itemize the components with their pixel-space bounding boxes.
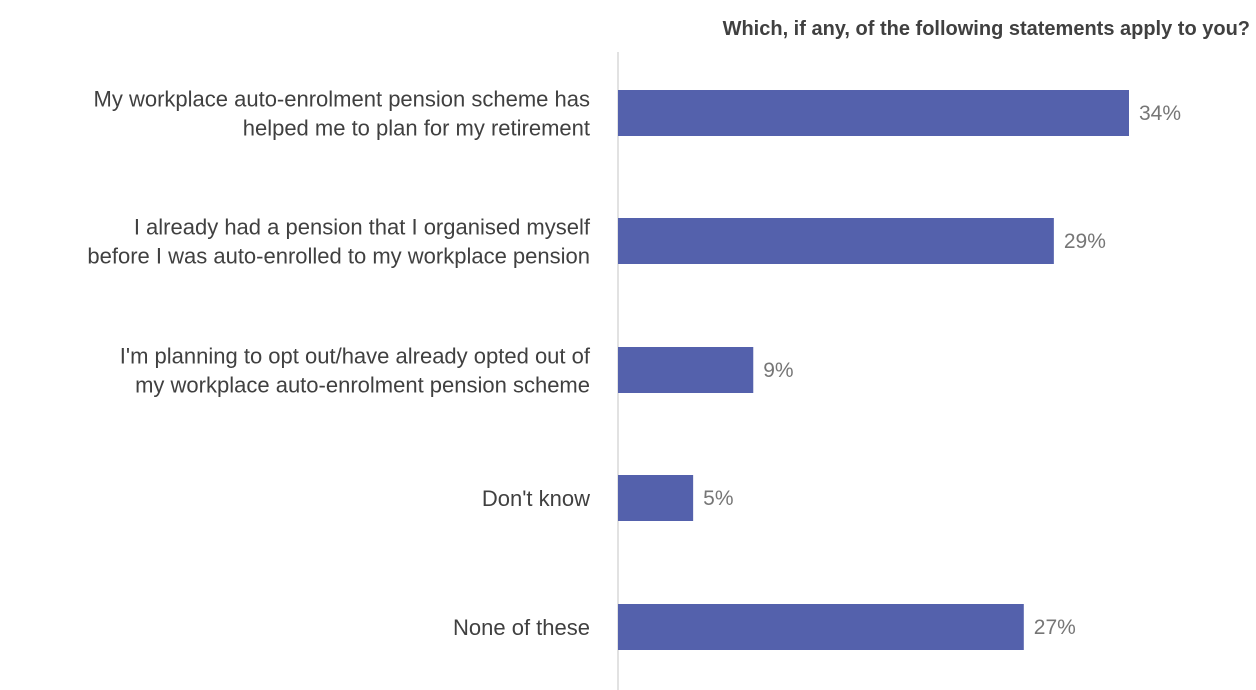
data-label-5: 27% <box>1034 616 1076 639</box>
data-label-3: 9% <box>763 359 793 382</box>
bar-2 <box>618 218 1054 264</box>
category-label-4: Don't know <box>482 486 590 511</box>
category-label-line: I'm planning to opt out/have already opt… <box>120 344 591 369</box>
category-label-line: I already had a pension that I organised… <box>134 215 591 240</box>
category-label-2: I already had a pension that I organised… <box>87 215 590 269</box>
data-label-4: 5% <box>703 487 733 510</box>
category-label-line: My workplace auto-enrolment pension sche… <box>94 87 590 112</box>
category-label-line: my workplace auto-enrolment pension sche… <box>135 373 590 398</box>
bar-3 <box>618 347 754 393</box>
bar-5 <box>618 604 1024 650</box>
bar-1 <box>618 90 1129 136</box>
category-label-line: None of these <box>453 615 590 640</box>
category-label-line: Don't know <box>482 486 590 511</box>
data-label-1: 34% <box>1139 102 1181 125</box>
category-label-line: before I was auto-enrolled to my workpla… <box>87 244 590 269</box>
data-label-2: 29% <box>1064 230 1106 253</box>
category-label-5: None of these <box>453 615 590 640</box>
chart-title: Which, if any, of the following statemen… <box>722 18 1250 40</box>
category-label-3: I'm planning to opt out/have already opt… <box>120 344 591 398</box>
bar-4 <box>618 475 694 521</box>
category-label-1: My workplace auto-enrolment pension sche… <box>94 87 590 141</box>
category-label-line: helped me to plan for my retirement <box>243 116 590 141</box>
